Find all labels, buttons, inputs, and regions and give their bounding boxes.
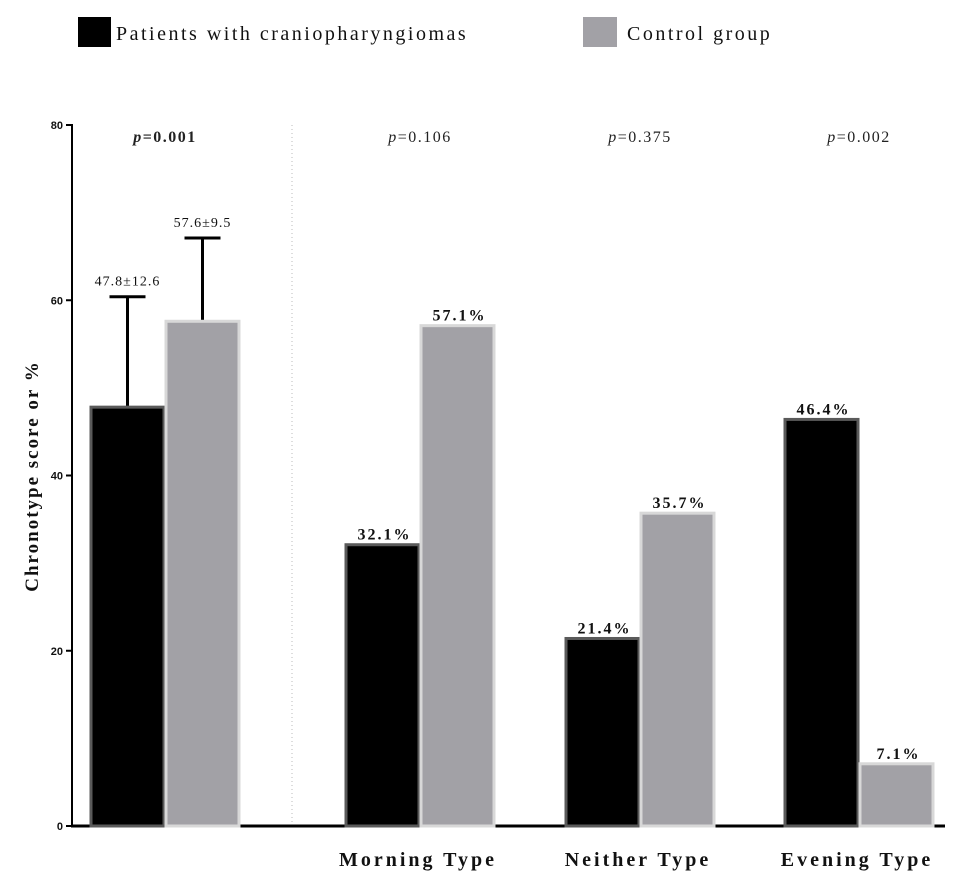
data-label-control: 57.1% — [433, 308, 487, 325]
data-label-patients: 46.4% — [797, 401, 851, 418]
p-value-label: p=0.002 — [826, 129, 891, 146]
p-value-label: p=0.375 — [607, 129, 672, 146]
x-tick-label: Neither Type — [565, 849, 712, 871]
bar-patients — [89, 405, 166, 828]
bar-control — [164, 319, 241, 828]
data-label-patients: 21.4% — [578, 620, 632, 637]
x-tick-label: Evening Type — [781, 849, 934, 871]
y-axis-label: Chronotype score or % — [22, 360, 43, 591]
data-label-control: 7.1% — [877, 746, 921, 763]
bar-patients — [344, 543, 421, 828]
y-tick-label: 20 — [51, 646, 63, 658]
y-tick-label: 40 — [51, 471, 63, 483]
p-value-label: p=0.106 — [387, 129, 452, 146]
data-label-control: 57.6±9.5 — [174, 216, 232, 231]
bar-control — [639, 511, 716, 828]
bar-control — [419, 324, 496, 828]
y-tick-label: 60 — [51, 295, 63, 307]
bar-control — [858, 762, 935, 828]
p-value-label: p=0.001 — [131, 129, 197, 146]
legend-label-control: Control group — [627, 23, 772, 45]
legend-swatch-control — [583, 17, 617, 47]
data-label-control: 35.7% — [653, 495, 707, 512]
legend-label-patients: Patients with craniopharyngiomas — [116, 23, 468, 45]
x-tick-label: Morning Type — [339, 849, 497, 871]
data-label-patients: 32.1% — [358, 527, 412, 544]
data-label-patients: 47.8±12.6 — [95, 275, 161, 290]
bar-patients — [564, 636, 641, 828]
bar-patients — [783, 417, 860, 828]
legend-swatch-patients — [78, 17, 111, 47]
y-tick-label: 0 — [57, 821, 63, 833]
y-tick-label: 80 — [51, 120, 63, 132]
